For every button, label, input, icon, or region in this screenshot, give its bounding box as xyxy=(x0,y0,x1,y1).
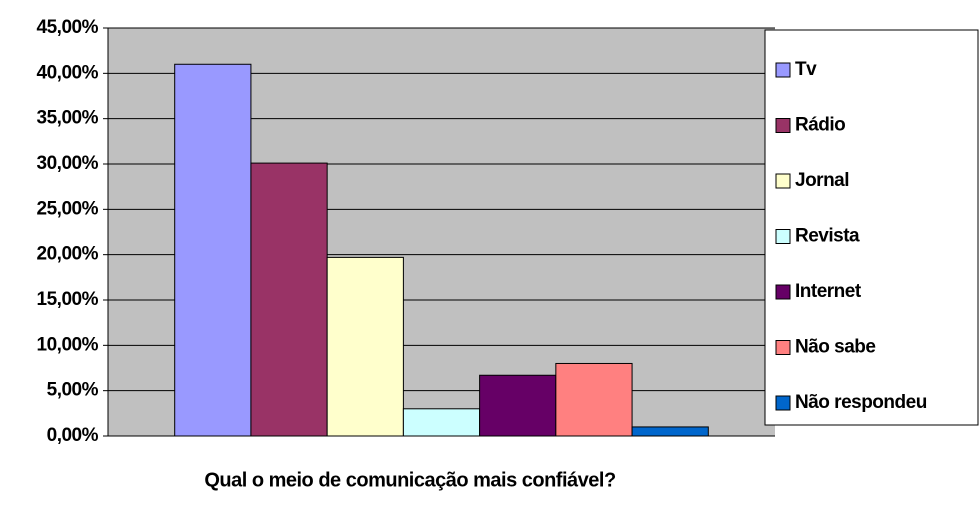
legend-label: Tv xyxy=(795,59,817,80)
y-tick-label: 35,00% xyxy=(37,108,99,129)
x-axis-title: Qual o meio de comunicação mais confiáve… xyxy=(204,469,616,491)
y-tick-label: 15,00% xyxy=(37,289,99,310)
legend-label: Jornal xyxy=(795,170,849,191)
legend-swatch xyxy=(775,395,791,411)
bar xyxy=(555,362,633,437)
y-tick-label: 45,00% xyxy=(37,17,99,38)
legend-label: Não sabe xyxy=(795,337,875,358)
legend-box xyxy=(764,29,979,426)
bar xyxy=(479,374,557,437)
legend-label: Rádio xyxy=(795,115,845,136)
legend-label: Internet xyxy=(795,281,862,302)
bar xyxy=(326,256,404,437)
y-tick-label: 40,00% xyxy=(37,62,99,83)
bar xyxy=(174,63,252,437)
y-tick-label: 20,00% xyxy=(37,244,99,265)
legend-label: Não respondeu xyxy=(795,392,927,413)
legend-label: Revista xyxy=(795,226,860,247)
y-tick-label: 25,00% xyxy=(37,198,99,219)
legend-swatch xyxy=(775,284,791,300)
bar xyxy=(402,408,481,437)
y-tick-label: 5,00% xyxy=(47,380,99,401)
bar xyxy=(250,162,328,437)
legend-swatch xyxy=(775,340,791,355)
bar xyxy=(631,426,709,437)
legend-swatch xyxy=(775,173,791,189)
legend-swatch xyxy=(775,118,791,133)
legend-swatch xyxy=(775,229,791,244)
y-tick-label: 10,00% xyxy=(37,334,99,355)
y-tick-label: 0,00% xyxy=(47,425,99,446)
y-tick-label: 30,00% xyxy=(37,153,99,174)
legend-swatch xyxy=(775,62,791,78)
